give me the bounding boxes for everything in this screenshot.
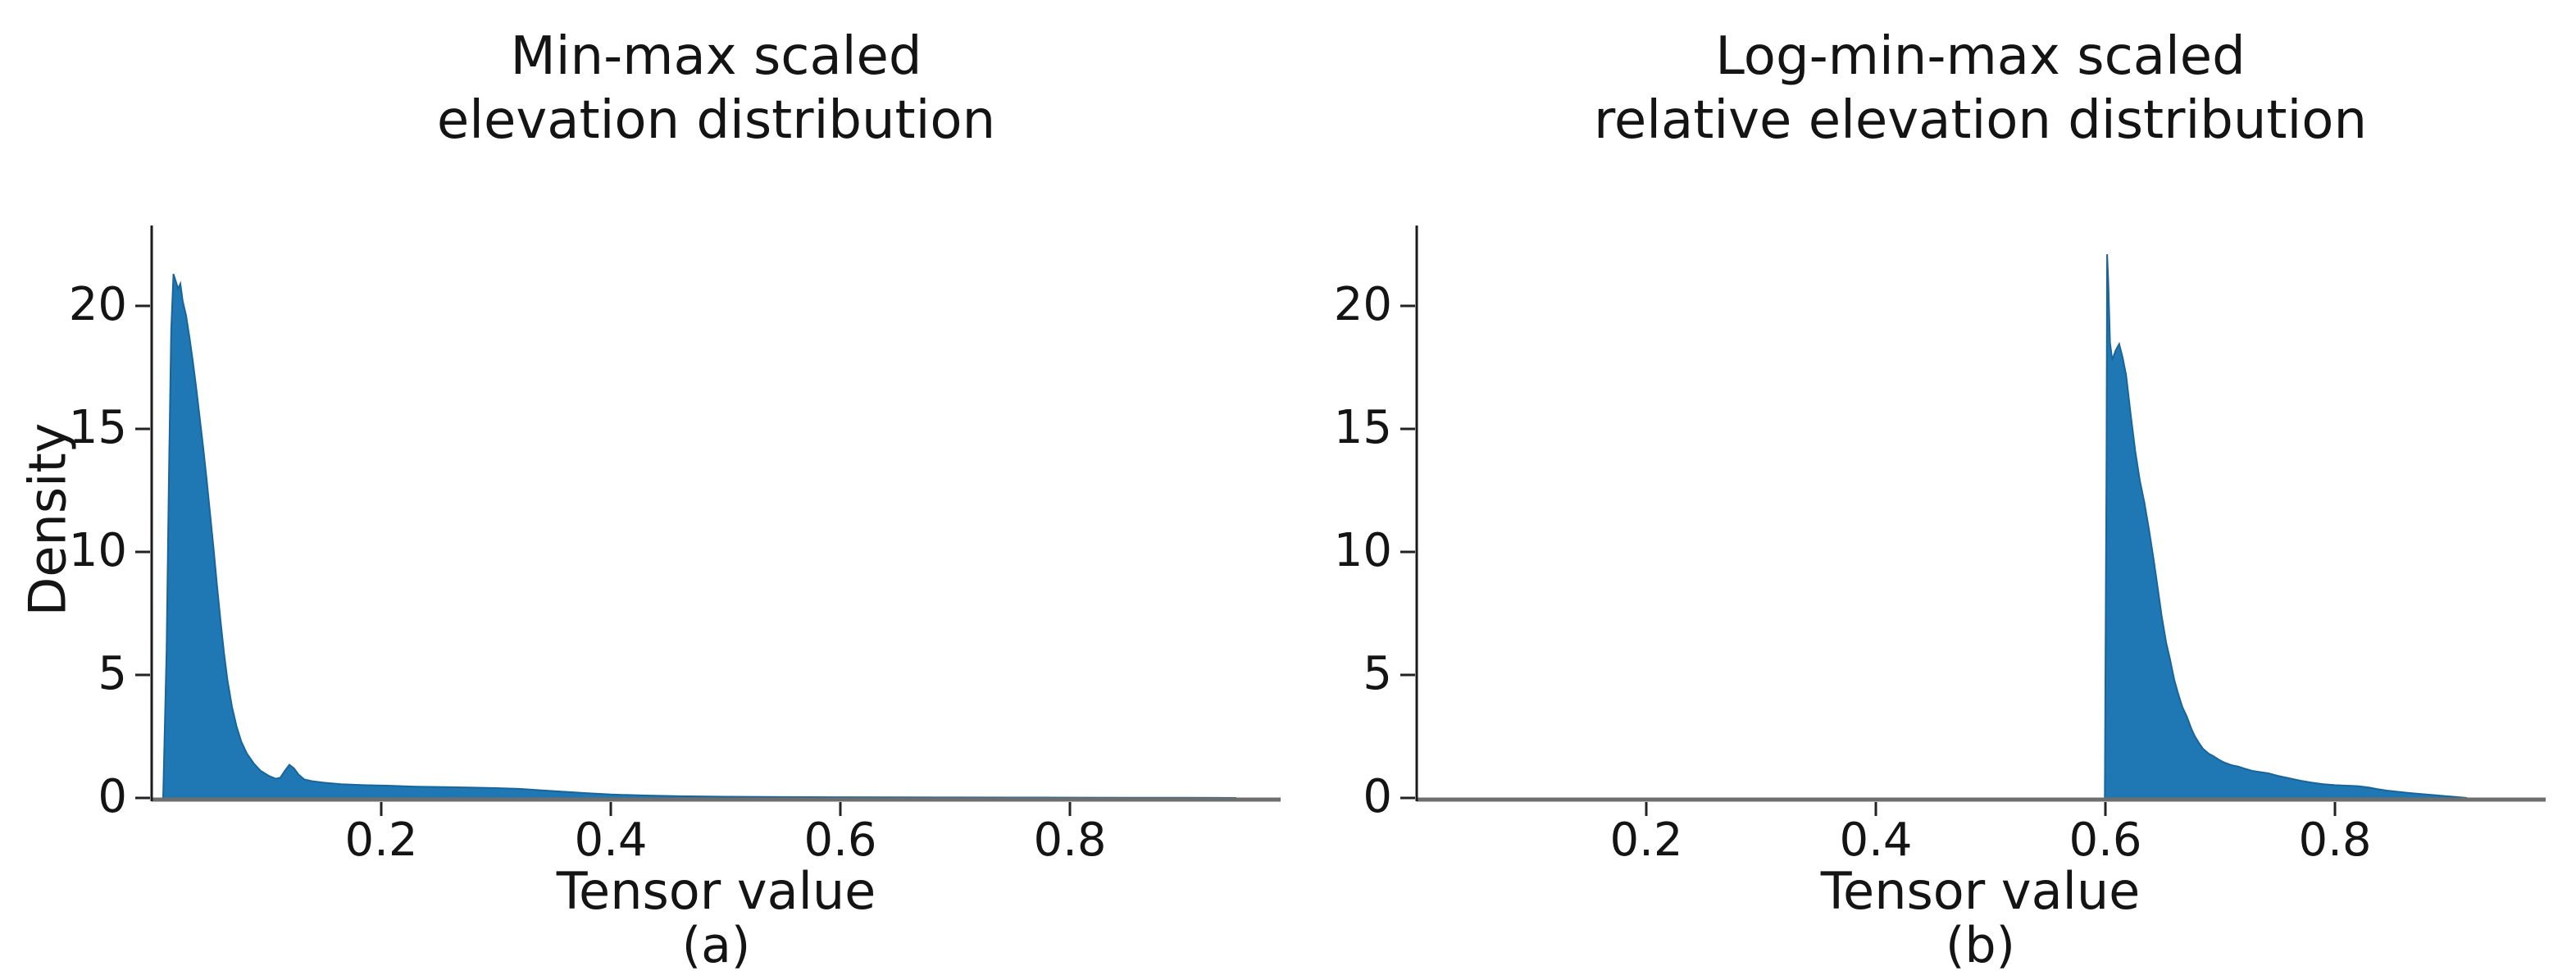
density-area-b (2105, 254, 2467, 798)
density-area-a (163, 274, 1236, 798)
x-tick-label-a: 0.8 (1033, 814, 1107, 867)
left-chart-title-line1: Min-max scaled (510, 26, 922, 87)
y-tick-label-a: 15 (68, 401, 127, 454)
right-chart-title-line2: relative elevation distribution (1593, 90, 2368, 151)
y-tick-label-b: 10 (1333, 524, 1392, 577)
right-chart-title: Log-min-max scaled relative elevation di… (1415, 25, 2546, 153)
left-subplot-caption: (a) (681, 917, 751, 974)
x-tick-label-b: 0.8 (2298, 814, 2372, 867)
right-subplot-caption: (b) (1946, 917, 2015, 974)
x-tick-label-a: 0.6 (803, 814, 877, 867)
x-tick-label-b: 0.4 (1839, 814, 1913, 867)
x-tick-label-a: 0.2 (344, 814, 418, 867)
y-tick-label-b: 15 (1333, 401, 1392, 454)
right-chart-title-line1: Log-min-max scaled (1715, 26, 2246, 87)
y-tick-label-b: 5 (1363, 647, 1392, 700)
right-x-axis-label: Tensor value (1820, 861, 2141, 921)
y-tick-label-a: 0 (98, 770, 127, 823)
y-tick-label-b: 0 (1363, 770, 1392, 823)
x-tick-label-a: 0.4 (574, 814, 648, 867)
y-tick-label-a: 10 (68, 524, 127, 577)
y-tick-label-a: 20 (68, 278, 127, 331)
density-edge-a (162, 273, 1237, 799)
left-x-axis-label: Tensor value (556, 861, 876, 921)
left-chart-title-line2: elevation distribution (436, 90, 996, 151)
x-tick-label-b: 0.6 (2069, 814, 2142, 867)
y-tick-label-a: 5 (98, 647, 127, 700)
y-tick-label-b: 20 (1333, 278, 1392, 331)
x-tick-label-b: 0.2 (1609, 814, 1683, 867)
left-chart-title: Min-max scaled elevation distribution (152, 25, 1281, 153)
density-edge-b (2104, 253, 2468, 799)
